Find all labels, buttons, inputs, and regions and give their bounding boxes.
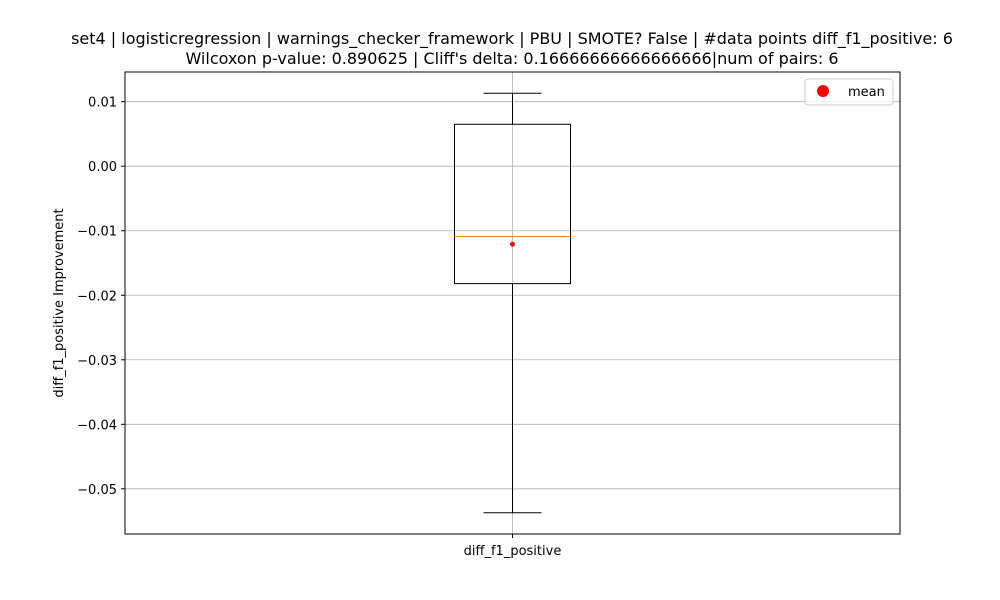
legend-mean-label: mean bbox=[848, 85, 885, 100]
y-tick-label: 0.01 bbox=[88, 96, 117, 111]
y-axis-label: diff_f1_positive Improvement bbox=[52, 208, 67, 397]
plot-area-frame bbox=[124, 71, 901, 535]
legend-frame bbox=[804, 78, 894, 106]
box-plot bbox=[454, 92, 571, 514]
chart-title-line2: Wilcoxon p-value: 0.890625 | Cliff's del… bbox=[185, 49, 838, 68]
y-tick-label: −0.01 bbox=[77, 225, 117, 240]
y-tick-label: −0.03 bbox=[77, 354, 117, 369]
mean-marker bbox=[510, 241, 515, 247]
y-tick-label: −0.02 bbox=[77, 289, 117, 304]
x-tick-label: diff_f1_positive bbox=[464, 544, 562, 559]
legend: mean bbox=[804, 78, 894, 106]
interquartile-box bbox=[454, 123, 571, 285]
y-tick-label: −0.04 bbox=[77, 418, 117, 433]
legend-mean-marker bbox=[817, 85, 829, 97]
x-axis-ticks: diff_f1_positive bbox=[464, 534, 562, 559]
y-axis-ticks: 0.01 0.00 −0.01 −0.02 −0.03 −0.04 −0.05 bbox=[77, 96, 125, 498]
chart-title-line1: set4 | logisticregression | warnings_che… bbox=[71, 29, 953, 49]
y-tick-label: −0.05 bbox=[77, 483, 117, 498]
y-tick-label: 0.00 bbox=[88, 160, 117, 175]
